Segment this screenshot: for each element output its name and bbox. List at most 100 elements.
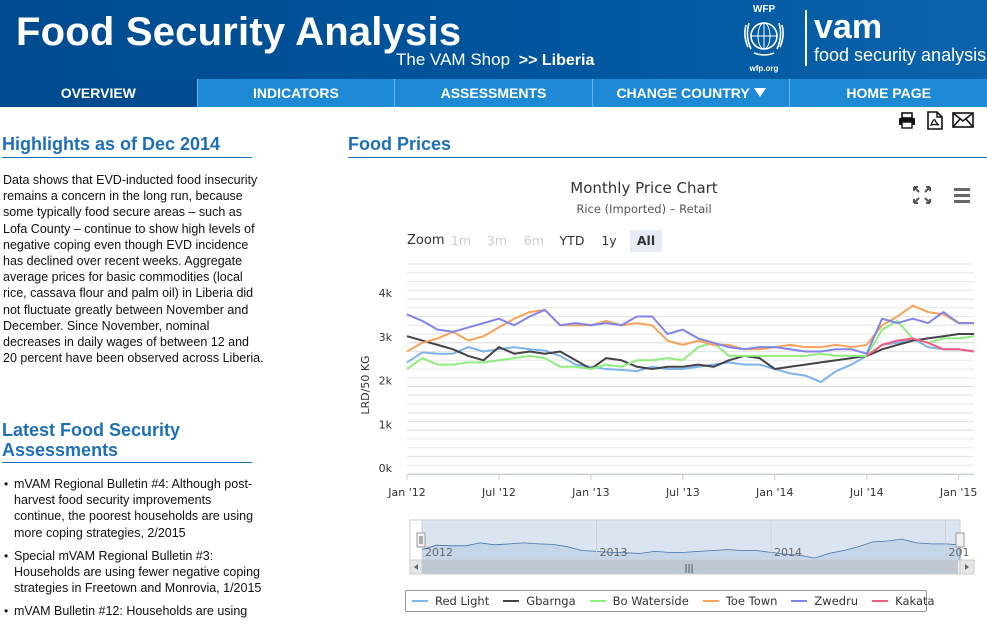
wfp-logo[interactable]: WFP wfp.org bbox=[730, 4, 798, 76]
nav-home-page[interactable]: HOME PAGE bbox=[789, 79, 987, 107]
site-title: Food Security Analysis bbox=[16, 10, 462, 54]
zoom-ytd-button[interactable]: YTD bbox=[559, 233, 585, 248]
navigator-label: 2012 bbox=[425, 546, 453, 559]
navigator-labels: 2012 2013 2014 201 bbox=[421, 520, 969, 560]
print-icon[interactable] bbox=[896, 110, 918, 130]
price-chart: Monthly Price Chart Rice (Imported) – Re… bbox=[348, 170, 984, 635]
zoom-3m-button[interactable]: 3m bbox=[486, 233, 508, 248]
range-navigator[interactable]: 2012 2013 2014 201 ||| bbox=[409, 519, 975, 575]
legend-item-gbarnga[interactable]: Gbarnga bbox=[503, 594, 576, 608]
navigator-label: 2014 bbox=[774, 546, 802, 559]
legend-label: Gbarnga bbox=[526, 594, 576, 608]
zoom-all-button[interactable]: All bbox=[630, 230, 662, 252]
breadcrumb-country[interactable]: >> Liberia bbox=[518, 52, 595, 69]
wfp-logo-text: WFP bbox=[752, 4, 776, 15]
y-tick-label: 4k bbox=[379, 287, 393, 300]
wfp-emblem-icon bbox=[744, 22, 784, 56]
y-axis-label: LRD/50 KG bbox=[359, 355, 372, 414]
zoom-1m-button[interactable]: 1m bbox=[450, 233, 472, 248]
highlights-heading: Highlights as of Dec 2014 bbox=[2, 134, 252, 158]
breadcrumb: The VAM Shop >> Liberia bbox=[396, 50, 594, 70]
series-line-gbarnga[interactable] bbox=[406, 333, 974, 370]
main-nav: OVERVIEW INDICATORS ASSESSMENTS CHANGE C… bbox=[0, 79, 987, 107]
scrollbar-grip-icon: ||| bbox=[684, 564, 693, 574]
caret-down-icon bbox=[753, 88, 766, 97]
legend-item-bo-waterside[interactable]: Bo Waterside bbox=[589, 594, 689, 608]
zoom-label: Zoom bbox=[407, 233, 445, 248]
email-icon[interactable] bbox=[952, 110, 974, 130]
breadcrumb-shop[interactable]: The VAM Shop bbox=[396, 50, 511, 69]
list-item[interactable]: mVAM Bulletin #12: Households are using bbox=[0, 603, 262, 619]
legend-item-zwedru[interactable]: Zwedru bbox=[791, 594, 858, 608]
navigator-label: 2013 bbox=[599, 546, 627, 559]
y-tick-label: 2k bbox=[379, 375, 393, 388]
legend-item-red-light[interactable]: Red Light bbox=[412, 594, 489, 608]
legend-label: Zwedru bbox=[814, 594, 859, 608]
zoom-6m-button[interactable]: 6m bbox=[523, 233, 545, 248]
x-tick-label: Jul '12 bbox=[481, 486, 516, 499]
legend-item-toe-town[interactable]: Toe Town bbox=[702, 594, 778, 608]
legend-swatch bbox=[791, 600, 808, 602]
legend-swatch bbox=[589, 600, 606, 602]
highlights-text: Data shows that EVD-inducted food insecu… bbox=[3, 173, 264, 366]
header-banner: Food Security Analysis The VAM Shop >> L… bbox=[0, 0, 987, 79]
list-item[interactable]: Special mVAM Regional Bulletin #3: House… bbox=[0, 548, 262, 597]
nav-indicators-label: INDICATORS bbox=[252, 85, 339, 101]
navigator-scrollbar-thumb[interactable] bbox=[422, 560, 958, 574]
wfp-url: wfp.org bbox=[749, 64, 779, 73]
vam-logo[interactable]: vam bbox=[814, 8, 883, 46]
legend-label: Toe Town bbox=[725, 594, 778, 608]
legend-swatch bbox=[503, 600, 520, 602]
x-tick-label: Jan '12 bbox=[387, 486, 425, 499]
share-toolbar bbox=[896, 110, 974, 130]
list-item[interactable]: mVAM Regional Bulletin #4: Although post… bbox=[0, 476, 262, 541]
chart-series bbox=[406, 304, 975, 384]
vam-tagline: food security analysis bbox=[814, 45, 987, 65]
chart-grid bbox=[407, 263, 974, 475]
chart-legend: Red Light Gbarnga Bo Waterside Toe Town Zwed… bbox=[405, 590, 935, 612]
nav-overview[interactable]: OVERVIEW bbox=[0, 79, 197, 107]
x-tick-label: Jan '14 bbox=[755, 486, 793, 499]
legend-swatch bbox=[872, 600, 889, 602]
logo-divider bbox=[805, 10, 807, 66]
food-prices-heading: Food Prices bbox=[348, 134, 987, 158]
y-tick-label: 0k bbox=[379, 462, 393, 475]
y-axis-ticks: 0k 1k 2k 3k 4k bbox=[379, 287, 393, 475]
legend-swatch bbox=[702, 600, 719, 602]
hamburger-menu-icon[interactable] bbox=[952, 186, 972, 204]
navigator-left-handle[interactable] bbox=[416, 532, 426, 548]
series-line-kakata[interactable] bbox=[866, 337, 975, 357]
x-tick-label: Jan '15 bbox=[939, 486, 977, 499]
legend-label: Red Light bbox=[435, 594, 490, 608]
series-line-bo-waterside[interactable] bbox=[406, 319, 975, 370]
assessments-heading: Latest Food Security Assessments bbox=[2, 420, 252, 463]
navigator-area bbox=[421, 538, 961, 561]
pdf-icon[interactable] bbox=[924, 110, 946, 130]
legend-label: Kakata bbox=[895, 594, 935, 608]
fullscreen-icon[interactable] bbox=[911, 184, 933, 206]
series-line-zwedru[interactable] bbox=[406, 308, 974, 355]
zoom-1y-button[interactable]: 1y bbox=[601, 233, 617, 248]
x-tick-label: Jan '13 bbox=[571, 486, 609, 499]
legend-item-kakata[interactable]: Kakata bbox=[872, 594, 935, 608]
y-tick-label: 3k bbox=[379, 331, 393, 344]
price-chart-svg: Monthly Price Chart Rice (Imported) – Re… bbox=[359, 179, 977, 575]
assessments-list: mVAM Regional Bulletin #4: Although post… bbox=[0, 476, 262, 627]
x-tick-label: Jul '14 bbox=[849, 486, 884, 499]
x-axis-ticks: Jan '12 Jul '12 Jan '13 Jul '13 Jan '14 Jul '… bbox=[387, 474, 977, 499]
nav-change-country[interactable]: CHANGE COUNTRY bbox=[591, 79, 790, 107]
legend-swatch bbox=[412, 600, 428, 602]
nav-home-page-label: HOME PAGE bbox=[846, 85, 931, 101]
nav-change-country-label: CHANGE COUNTRY bbox=[616, 85, 750, 101]
x-tick-label: Jul '13 bbox=[665, 486, 700, 499]
navigator-right-handle[interactable] bbox=[955, 532, 965, 548]
nav-indicators[interactable]: INDICATORS bbox=[196, 79, 395, 107]
chart-title: Monthly Price Chart bbox=[570, 179, 718, 197]
nav-overview-label: OVERVIEW bbox=[60, 85, 136, 101]
chart-subtitle: Rice (Imported) – Retail bbox=[576, 202, 711, 216]
arrow-left-icon bbox=[414, 564, 418, 570]
nav-assessments-label: ASSESSMENTS bbox=[440, 85, 547, 101]
y-tick-label: 1k bbox=[379, 418, 393, 431]
nav-assessments[interactable]: ASSESSMENTS bbox=[394, 79, 592, 107]
series-line-toe-town[interactable] bbox=[406, 304, 974, 353]
